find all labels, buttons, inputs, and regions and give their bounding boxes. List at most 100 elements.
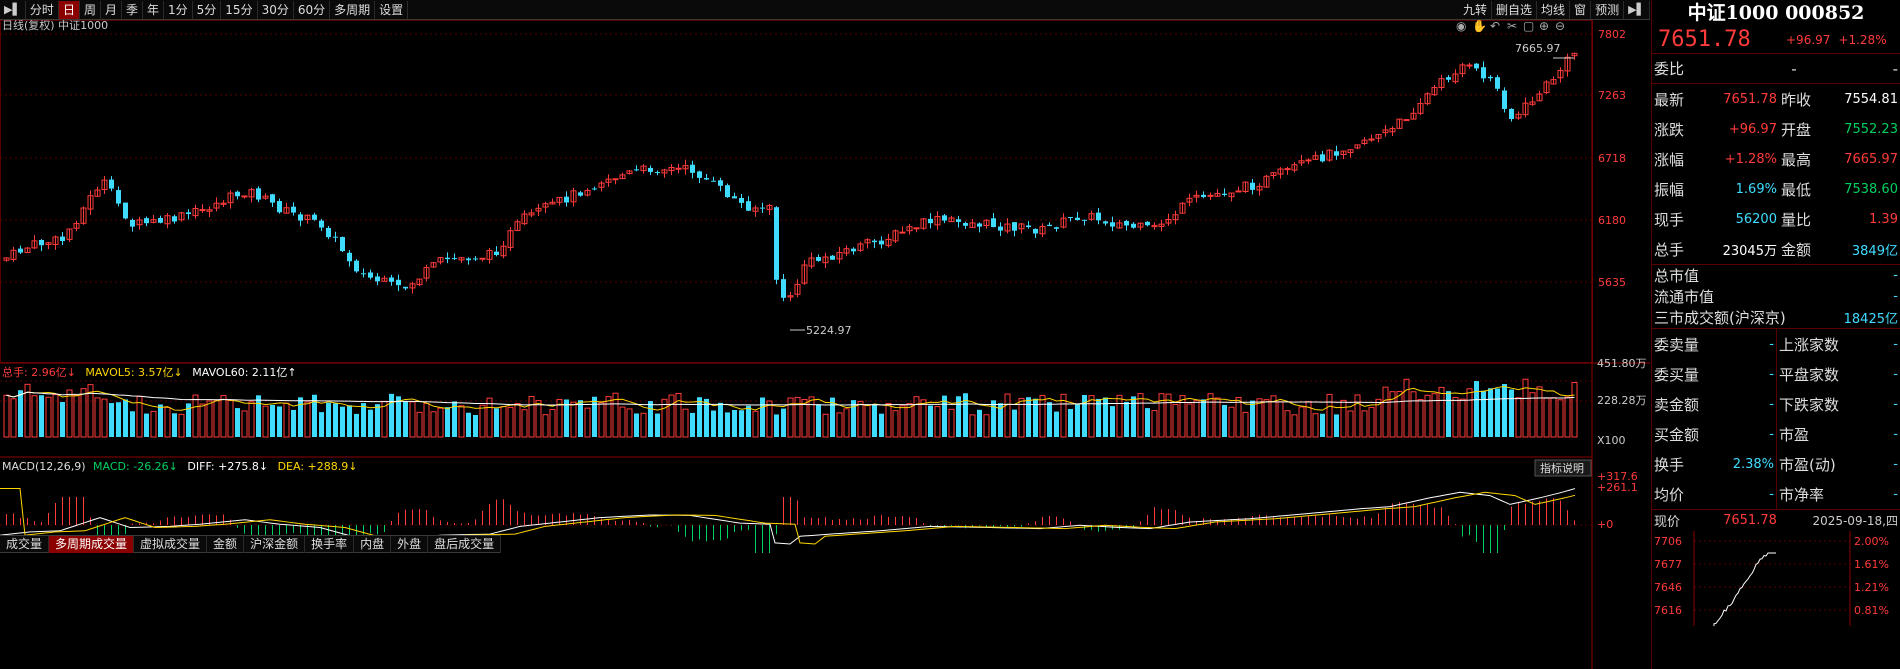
vol-ma5-line: [6, 385, 1575, 411]
quote-change: +96.97: [1786, 32, 1831, 47]
tool-button[interactable]: 删自选: [1492, 0, 1538, 19]
volume-bar: [570, 401, 577, 438]
period-button[interactable]: 5分: [193, 0, 222, 19]
weibi-label: 委比: [1654, 60, 1685, 78]
candle-body: [549, 201, 556, 205]
eye-icon[interactable]: ◉: [1456, 19, 1466, 33]
candle-body: [1158, 223, 1165, 227]
prev-icon[interactable]: ▶▌: [0, 0, 26, 19]
indicator-tab[interactable]: 成交量: [0, 535, 50, 553]
scissor-icon[interactable]: ✂: [1507, 19, 1517, 33]
period-button[interactable]: 60分: [294, 0, 331, 19]
period-button[interactable]: 多周期: [330, 0, 376, 19]
period-button[interactable]: 年: [143, 0, 165, 19]
candle-body: [333, 236, 338, 238]
volume-bar: [1235, 396, 1242, 438]
zoom-out-icon[interactable]: ⊖: [1555, 19, 1565, 33]
candle-body: [458, 257, 465, 261]
candle-body: [598, 182, 605, 188]
period-button[interactable]: 分时: [26, 0, 59, 19]
indicator-button[interactable]: [1534, 459, 1592, 477]
candle-body: [1082, 219, 1087, 221]
candle-body: [816, 257, 821, 261]
volume-bar: [437, 407, 444, 438]
tool-button[interactable]: 九转: [1459, 0, 1493, 19]
stat-label: 上涨家数: [1779, 335, 1840, 354]
volume-bar: [1207, 393, 1214, 438]
candle-body: [192, 208, 199, 217]
volume-bar: [605, 396, 612, 438]
candle-body: [1515, 113, 1522, 119]
volume-bar: [843, 408, 850, 438]
zoom-in-icon[interactable]: ⊕: [1539, 19, 1549, 33]
indicator-tab[interactable]: 内盘: [354, 535, 392, 553]
period-button[interactable]: 月: [101, 0, 122, 19]
candle-body: [164, 215, 171, 225]
stat-value: -: [1769, 366, 1774, 382]
volume-bar: [1529, 392, 1536, 438]
volume-bar: [1438, 386, 1445, 438]
indicator-tab[interactable]: 盘后成交量: [428, 535, 502, 553]
volume-bar: [45, 396, 52, 438]
volume-bar: [1396, 391, 1403, 438]
quote-label: 现手: [1654, 210, 1685, 229]
vol-axis-unit: X100: [1597, 434, 1626, 447]
stat-cell: 市净率 -: [1777, 479, 1900, 509]
volume-bar: [739, 410, 744, 437]
stats-right: 上涨家数 - 平盘家数 - 下跌家数 - 市盈 - 市盈(动) - 市净率 -: [1776, 329, 1900, 509]
candle-body: [1116, 222, 1123, 229]
volume-bar: [87, 384, 94, 438]
indicator-tab[interactable]: 沪深金额: [244, 535, 306, 553]
tool-button[interactable]: 窗: [1570, 0, 1592, 19]
volume-bar: [1004, 393, 1011, 438]
tool-button[interactable]: 均线: [1537, 0, 1571, 19]
quote-row: 涨跌 +96.97 开盘 7552.23: [1652, 114, 1900, 144]
volume-bar: [1536, 386, 1543, 438]
volume-bar: [794, 396, 801, 438]
weibi-value: -: [1791, 59, 1797, 78]
period-button[interactable]: 设置: [375, 0, 409, 19]
volume-bar: [227, 400, 234, 438]
candle-body: [437, 257, 444, 263]
undo-icon[interactable]: ↶: [1490, 19, 1500, 33]
indicator-tab[interactable]: 虚拟成交量: [134, 535, 208, 553]
candle-body: [340, 237, 345, 252]
chart-svg[interactable]: 日线(复权) 中证1000 ◉ ✋ ↶ ✂ ▢ ⊕ ⊖ 7802 7263 6718…: [0, 18, 1650, 669]
period-button[interactable]: 季: [122, 0, 143, 19]
indicator-tab[interactable]: 换手率: [305, 535, 355, 553]
period-button[interactable]: 1分: [164, 0, 193, 19]
stat-label: 换手: [1654, 455, 1685, 474]
volume-bar: [1564, 396, 1571, 438]
volume-bar: [668, 394, 675, 438]
hand-icon[interactable]: ✋: [1472, 19, 1487, 33]
period-button[interactable]: 日: [58, 0, 80, 19]
volume-bar: [690, 412, 695, 437]
mini-price-line: [1713, 552, 1776, 626]
lock-icon[interactable]: ▢: [1523, 19, 1534, 33]
price-tick: 6180: [1598, 214, 1626, 227]
volume-bar: [704, 398, 709, 437]
period-button[interactable]: 30分: [258, 0, 294, 19]
candle-body: [1214, 193, 1221, 197]
volume-bar: [1354, 394, 1361, 438]
market-value: 18425亿: [1843, 312, 1898, 327]
period-button[interactable]: 周: [80, 0, 101, 19]
period-button[interactable]: 15分: [221, 0, 258, 19]
candle-body: [347, 252, 352, 262]
mini-chart[interactable]: 7706 2.00% 7677 1.61% 7646 1.21% 7616 0.81%: [1652, 531, 1900, 626]
indicator-tabs: 成交量 多周期成交量 虚拟成交量 金额 沪深金额 换手率 内盘 外盘 盘后成交量: [0, 535, 502, 553]
indicator-tab[interactable]: 金额: [207, 535, 245, 553]
tool-button[interactable]: 预测: [1591, 0, 1625, 19]
mini-chart-header: 现价 7651.78 2025-09-18,四: [1652, 509, 1900, 531]
next-icon[interactable]: ▶▌: [1624, 0, 1650, 19]
candle-body: [375, 276, 380, 282]
volume-bar: [1452, 396, 1459, 438]
indicator-tab[interactable]: 外盘: [391, 535, 429, 553]
quote-row: 总手 23045万 金额 3849亿: [1652, 234, 1900, 264]
candle-body: [304, 214, 311, 220]
quote-panel: 中证1000 000852 7651.78 +96.97 +1.28% 委比 -…: [1651, 0, 1900, 669]
volume-bar: [1270, 395, 1277, 438]
volume-bar: [220, 395, 227, 438]
indicator-tab[interactable]: 多周期成交量: [49, 535, 135, 553]
volume-bar: [899, 405, 906, 438]
